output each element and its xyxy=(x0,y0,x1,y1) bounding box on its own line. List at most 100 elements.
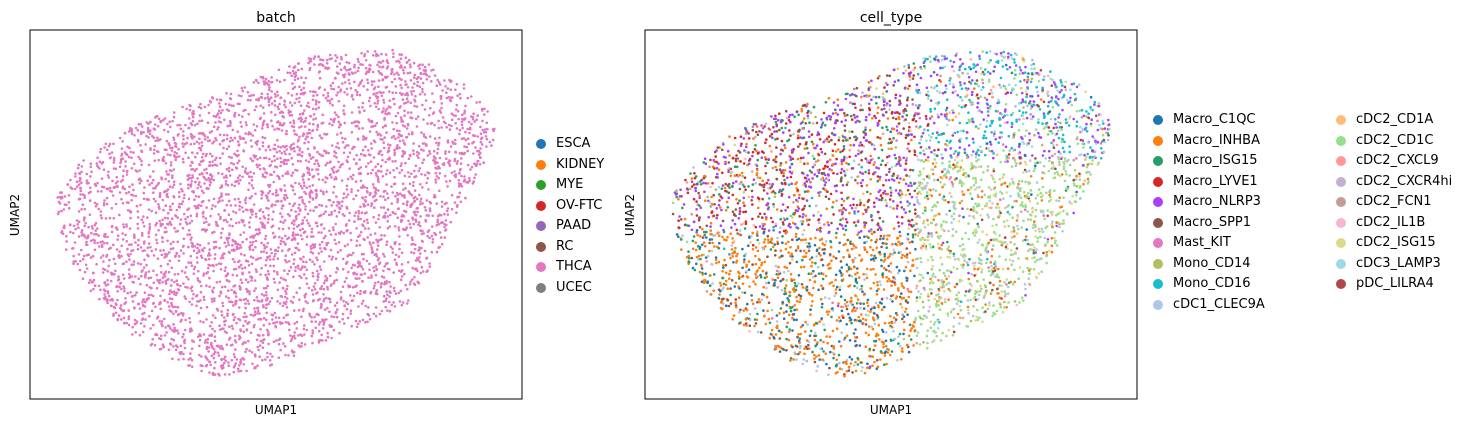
scatter-point xyxy=(161,289,165,292)
scatter-point xyxy=(166,239,169,243)
scatter-point xyxy=(259,221,263,224)
scatter-point xyxy=(139,282,142,286)
scatter-point xyxy=(169,125,172,129)
scatter-point xyxy=(848,274,851,277)
scatter-point xyxy=(303,109,306,112)
scatter-point xyxy=(249,139,253,142)
scatter-point xyxy=(360,265,363,269)
scatter-point xyxy=(378,238,381,242)
scatter-point xyxy=(700,243,704,247)
scatter-point xyxy=(366,78,369,81)
scatter-point xyxy=(166,262,170,266)
scatter-point xyxy=(802,117,806,120)
scatter-point xyxy=(410,116,414,120)
scatter-point xyxy=(483,113,486,116)
scatter-point xyxy=(215,307,219,311)
scatter-point xyxy=(751,243,755,247)
scatter-point xyxy=(225,343,229,347)
scatter-point xyxy=(235,221,238,225)
scatter-point xyxy=(788,261,792,265)
scatter-point xyxy=(353,65,356,69)
scatter-point xyxy=(306,101,310,105)
scatter-point xyxy=(224,359,227,363)
scatter-point xyxy=(319,247,322,250)
scatter-point xyxy=(172,195,176,199)
scatter-point xyxy=(332,328,336,332)
scatter-point xyxy=(222,146,225,150)
scatter-point xyxy=(341,162,344,166)
scatter-point xyxy=(208,164,211,167)
scatter-point xyxy=(832,255,835,258)
scatter-point xyxy=(785,278,788,282)
scatter-point xyxy=(430,80,433,83)
scatter-point xyxy=(296,68,300,72)
scatter-point xyxy=(171,174,174,177)
scatter-point xyxy=(349,312,353,315)
scatter-point xyxy=(260,250,263,254)
scatter-point xyxy=(972,66,975,70)
scatter-point xyxy=(479,132,483,135)
scatter-point xyxy=(88,213,92,216)
scatter-point xyxy=(709,221,713,225)
scatter-point xyxy=(983,73,986,76)
scatter-point xyxy=(72,231,75,235)
scatter-point xyxy=(151,294,155,298)
scatter-point xyxy=(167,142,170,145)
scatter-point xyxy=(273,147,277,151)
scatter-point xyxy=(377,213,381,217)
scatter-point xyxy=(273,255,276,258)
scatter-point xyxy=(296,225,299,228)
scatter-point xyxy=(207,177,210,180)
scatter-point xyxy=(219,364,223,368)
scatter-point xyxy=(420,246,423,250)
scatter-point xyxy=(205,318,208,321)
scatter-point xyxy=(233,111,237,115)
scatter-point xyxy=(995,206,998,209)
scatter-point xyxy=(230,183,234,186)
scatter-point xyxy=(115,303,118,307)
scatter-point xyxy=(241,271,244,275)
scatter-point xyxy=(89,289,93,293)
scatter-point xyxy=(410,93,414,96)
scatter-point xyxy=(227,166,231,170)
scatter-point xyxy=(184,217,187,221)
scatter-point xyxy=(178,123,182,127)
scatter-point xyxy=(311,341,314,345)
scatter-point xyxy=(413,189,417,192)
scatter-point xyxy=(393,289,396,293)
scatter-point xyxy=(197,142,201,145)
scatter-point xyxy=(318,70,322,73)
scatter-point xyxy=(163,299,166,303)
scatter-point xyxy=(211,96,215,100)
scatter-point xyxy=(443,79,446,82)
scatter-point xyxy=(205,187,208,190)
scatter-point xyxy=(271,124,274,128)
scatter-point xyxy=(313,315,316,319)
scatter-point xyxy=(173,273,177,276)
scatter-point xyxy=(728,277,731,281)
scatter-point xyxy=(1057,97,1060,101)
scatter-point xyxy=(308,193,311,196)
scatter-point xyxy=(897,342,900,345)
scatter-point xyxy=(355,284,358,287)
scatter-point xyxy=(463,109,467,113)
scatter-point xyxy=(306,212,310,216)
scatter-point xyxy=(380,52,383,56)
scatter-point xyxy=(92,287,95,291)
scatter-point xyxy=(272,210,275,213)
scatter-point xyxy=(363,212,367,215)
scatter-point xyxy=(1086,163,1090,166)
scatter-point xyxy=(906,87,910,90)
scatter-point xyxy=(297,248,301,252)
scatter-point xyxy=(341,140,345,144)
scatter-point xyxy=(253,234,257,237)
scatter-point xyxy=(968,214,971,218)
scatter-point xyxy=(245,287,248,291)
scatter-point xyxy=(189,142,193,146)
scatter-point xyxy=(173,330,176,333)
scatter-point xyxy=(60,230,64,233)
scatter-point xyxy=(278,235,281,239)
scatter-point xyxy=(684,178,687,182)
scatter-point xyxy=(394,212,397,216)
scatter-point xyxy=(226,314,229,318)
